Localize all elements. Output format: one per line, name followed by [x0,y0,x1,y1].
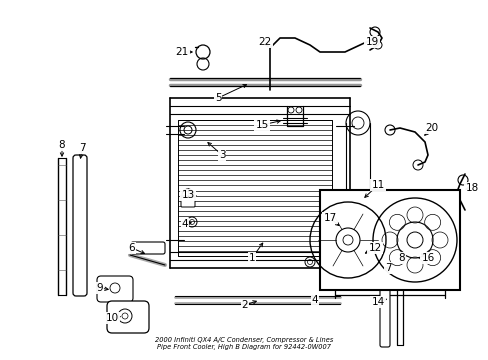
FancyBboxPatch shape [107,301,149,333]
Text: 11: 11 [370,180,384,190]
Text: 10: 10 [105,313,118,323]
Text: 4: 4 [182,219,188,229]
Text: 16: 16 [421,253,434,263]
Text: 9: 9 [97,283,103,293]
Text: 18: 18 [465,183,478,193]
Text: 17: 17 [323,213,336,223]
Text: 14: 14 [370,297,384,307]
Text: 5: 5 [214,93,221,103]
Text: 21: 21 [175,47,188,57]
Text: 1: 1 [248,253,255,263]
Text: 2: 2 [241,300,248,310]
Polygon shape [178,120,331,256]
FancyBboxPatch shape [131,242,164,254]
Text: 20: 20 [425,123,438,133]
Text: 4: 4 [311,295,318,305]
Text: 7: 7 [79,143,85,153]
Text: 3: 3 [218,150,225,160]
FancyBboxPatch shape [379,263,389,347]
Text: 2000 Infiniti QX4 A/C Condenser, Compressor & Lines
Pipe Front Cooler, High B Di: 2000 Infiniti QX4 A/C Condenser, Compres… [155,337,332,350]
Text: 22: 22 [258,37,271,47]
Text: 7: 7 [384,263,390,273]
Bar [319,190,459,290]
Text: 12: 12 [367,243,381,253]
FancyBboxPatch shape [181,197,195,207]
Text: 13: 13 [181,190,194,200]
Text: 15: 15 [255,120,268,130]
FancyBboxPatch shape [73,155,87,296]
FancyBboxPatch shape [97,276,133,302]
Text: 6: 6 [128,243,135,253]
Text: 8: 8 [398,253,405,263]
Text: 19: 19 [365,37,378,47]
Text: 8: 8 [59,140,65,150]
